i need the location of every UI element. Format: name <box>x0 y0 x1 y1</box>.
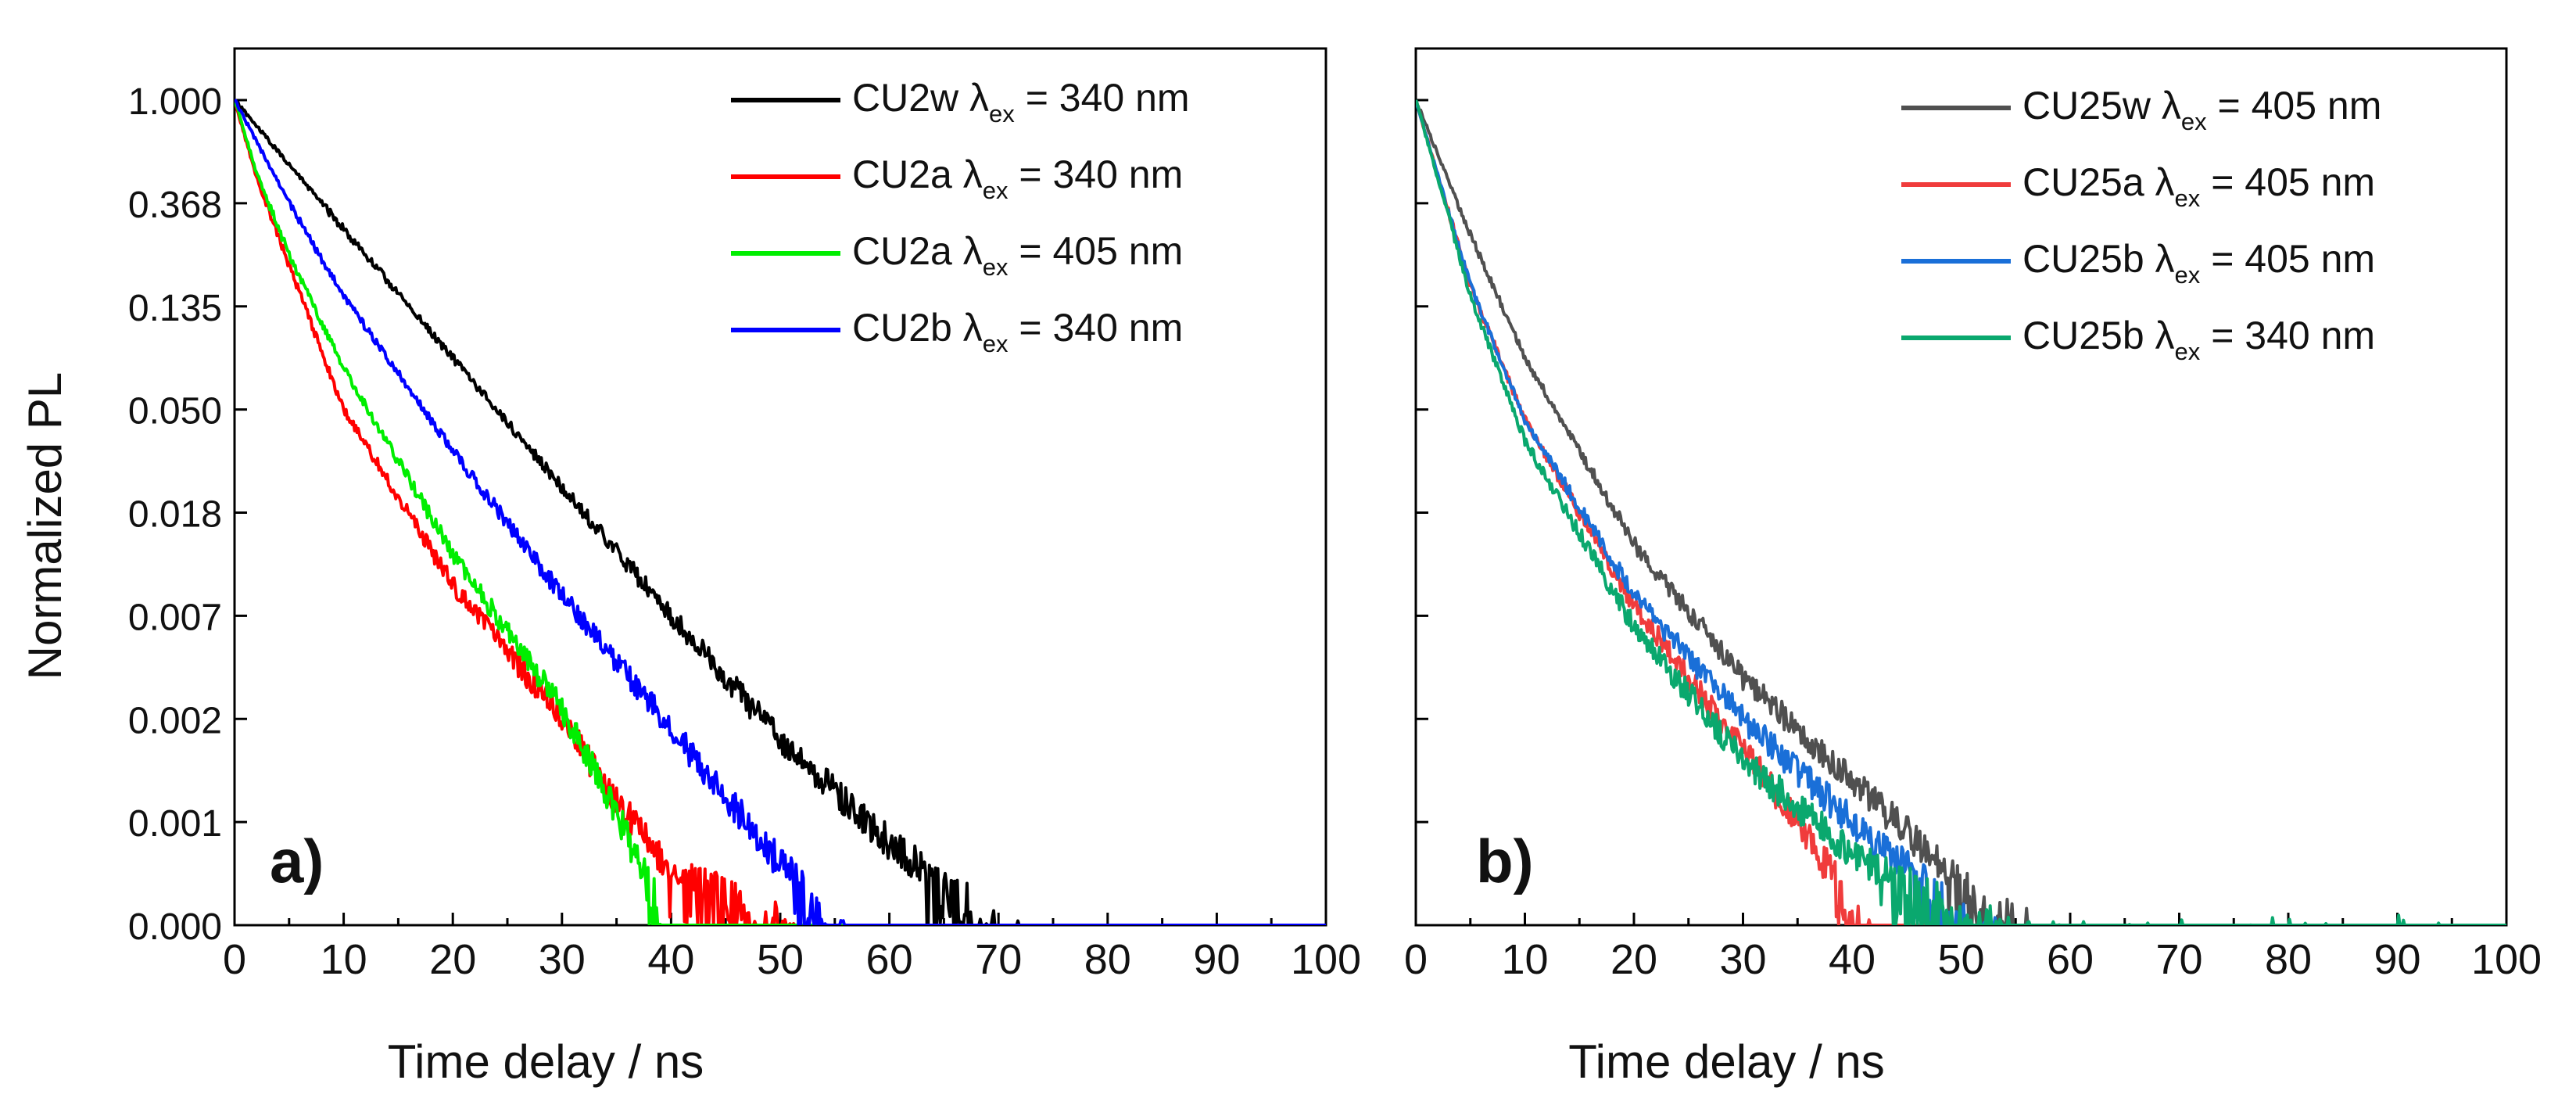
legend-sample: CU2b <box>852 306 952 350</box>
x-tick-label: 50 <box>1937 936 1984 983</box>
legend-subscript-ex: ex <box>2175 185 2201 212</box>
legend-wavelength: 405 nm <box>2245 160 2375 204</box>
y-tick-label: 0.368 <box>128 185 222 226</box>
series-line-cu25a-1 <box>1416 99 2506 925</box>
legend-lambda-symbol: λ <box>952 306 983 350</box>
legend-equals: = <box>1015 76 1059 120</box>
series-line-cu2b-3 <box>235 99 1326 925</box>
x-tick-label: 60 <box>866 936 913 983</box>
x-tick-label: 60 <box>2047 936 2094 983</box>
legend-equals: = <box>1009 229 1053 273</box>
panel-label: b) <box>1476 827 1534 895</box>
panel-label: a) <box>270 827 324 895</box>
series-line-cu2a-1 <box>235 99 1326 925</box>
x-tick-label: 80 <box>2265 936 2312 983</box>
legend-entry: CU2w λex = 340 nm <box>852 76 1190 127</box>
legend-wavelength: 405 nm <box>1052 229 1183 273</box>
y-tick-label: 0.000 <box>128 906 222 948</box>
legend-wavelength: 405 nm <box>2245 237 2375 281</box>
legend-equals: = <box>1009 306 1053 350</box>
x-tick-label: 30 <box>1719 936 1766 983</box>
legend-sample: CU25a <box>2022 160 2144 204</box>
legend-equals: = <box>2200 160 2245 204</box>
x-tick-label: 10 <box>1501 936 1548 983</box>
panel-a: 0 10 20 30 40 50 60 70 80 90 100 1.000 0.368 0.135 0.0… <box>19 47 1361 1088</box>
legend-lambda-symbol: λ <box>952 229 983 273</box>
legend-lambda-symbol: λ <box>952 153 983 196</box>
series-line-cu25w-0 <box>1416 99 2506 925</box>
y-tick-label: 0.001 <box>128 803 222 845</box>
x-tick-label: 90 <box>1193 936 1240 983</box>
legend-wavelength: 405 nm <box>2252 84 2382 127</box>
legend-entry: CU25a λex = 405 nm <box>2022 160 2375 212</box>
legend-subscript-ex: ex <box>983 253 1009 281</box>
legend-equals: = <box>2207 84 2252 127</box>
x-tick-label: 0 <box>223 936 246 983</box>
y-tick-label: 0.002 <box>128 700 222 741</box>
legend-sample: CU25w <box>2022 84 2151 127</box>
legend-sample: CU25b <box>2022 314 2144 357</box>
y-tick-label: 0.050 <box>128 391 222 432</box>
legend-subscript-ex: ex <box>989 100 1015 127</box>
legend-entry: CU2a λex = 405 nm <box>852 229 1183 281</box>
x-tick-label: 40 <box>647 936 694 983</box>
x-tick-label: 0 <box>1404 936 1428 983</box>
legend-sample: CU2w <box>852 76 959 120</box>
legend-wavelength: 340 nm <box>2245 314 2375 357</box>
legend-equals: = <box>2200 237 2245 281</box>
panel-b: 0 10 20 30 40 50 60 70 80 90 100 Time delay / ns CU2… <box>1404 47 2542 1088</box>
legend-subscript-ex: ex <box>983 177 1009 204</box>
legend-subscript-ex: ex <box>983 330 1009 357</box>
legend-subscript-ex: ex <box>2175 261 2201 289</box>
legend-entry: CU25w λex = 405 nm <box>2022 84 2381 135</box>
y-tick-label: 0.018 <box>128 494 222 536</box>
legend-sample: CU2a <box>852 229 952 273</box>
legend-lambda-symbol: λ <box>2144 160 2175 204</box>
legend-subscript-ex: ex <box>2175 338 2201 365</box>
x-tick-label: 50 <box>757 936 804 983</box>
x-tick-label: 40 <box>1829 936 1876 983</box>
legend-entry: CU2a λex = 340 nm <box>852 153 1183 204</box>
x-axis-label: Time delay / ns <box>388 1035 704 1088</box>
legend-lambda-symbol: λ <box>958 76 989 120</box>
x-tick-label: 10 <box>321 936 367 983</box>
series-line-cu25b-3 <box>1416 99 2506 925</box>
y-tick-label: 1.000 <box>128 81 222 123</box>
legend-lambda-symbol: λ <box>2144 314 2175 357</box>
legend-entry: CU2b λex = 340 nm <box>852 306 1183 357</box>
x-tick-label: 90 <box>2374 936 2420 983</box>
y-tick-label: 0.007 <box>128 597 222 638</box>
series-line-cu2a-2 <box>235 99 1326 925</box>
series-line-cu25b-2 <box>1416 99 2506 925</box>
legend-subscript-ex: ex <box>2181 108 2207 135</box>
x-tick-label: 70 <box>2155 936 2202 983</box>
legend-wavelength: 340 nm <box>1052 306 1183 350</box>
series-line-cu2w-0 <box>235 99 1326 925</box>
x-axis-label: Time delay / ns <box>1568 1035 1885 1088</box>
legend-sample: CU25b <box>2022 237 2144 281</box>
x-tick-label: 30 <box>539 936 586 983</box>
legend-lambda-symbol: λ <box>2151 84 2181 127</box>
legend-wavelength: 340 nm <box>1059 76 1190 120</box>
legend-lambda-symbol: λ <box>2144 237 2175 281</box>
y-axis-label: Normalized PL <box>19 372 71 680</box>
legend-entry: CU25b λex = 405 nm <box>2022 237 2375 289</box>
legend-equals: = <box>1009 153 1053 196</box>
legend-entry: CU25b λex = 340 nm <box>2022 314 2375 365</box>
x-tick-label: 100 <box>1291 936 1361 983</box>
legend-sample: CU2a <box>852 153 952 196</box>
y-tick-label: 0.135 <box>128 288 222 329</box>
legend-wavelength: 340 nm <box>1052 153 1183 196</box>
x-tick-label: 80 <box>1084 936 1131 983</box>
x-tick-label: 20 <box>429 936 476 983</box>
x-tick-label: 20 <box>1610 936 1657 983</box>
x-tick-label: 100 <box>2471 936 2542 983</box>
legend-equals: = <box>2200 314 2245 357</box>
x-tick-label: 70 <box>975 936 1022 983</box>
